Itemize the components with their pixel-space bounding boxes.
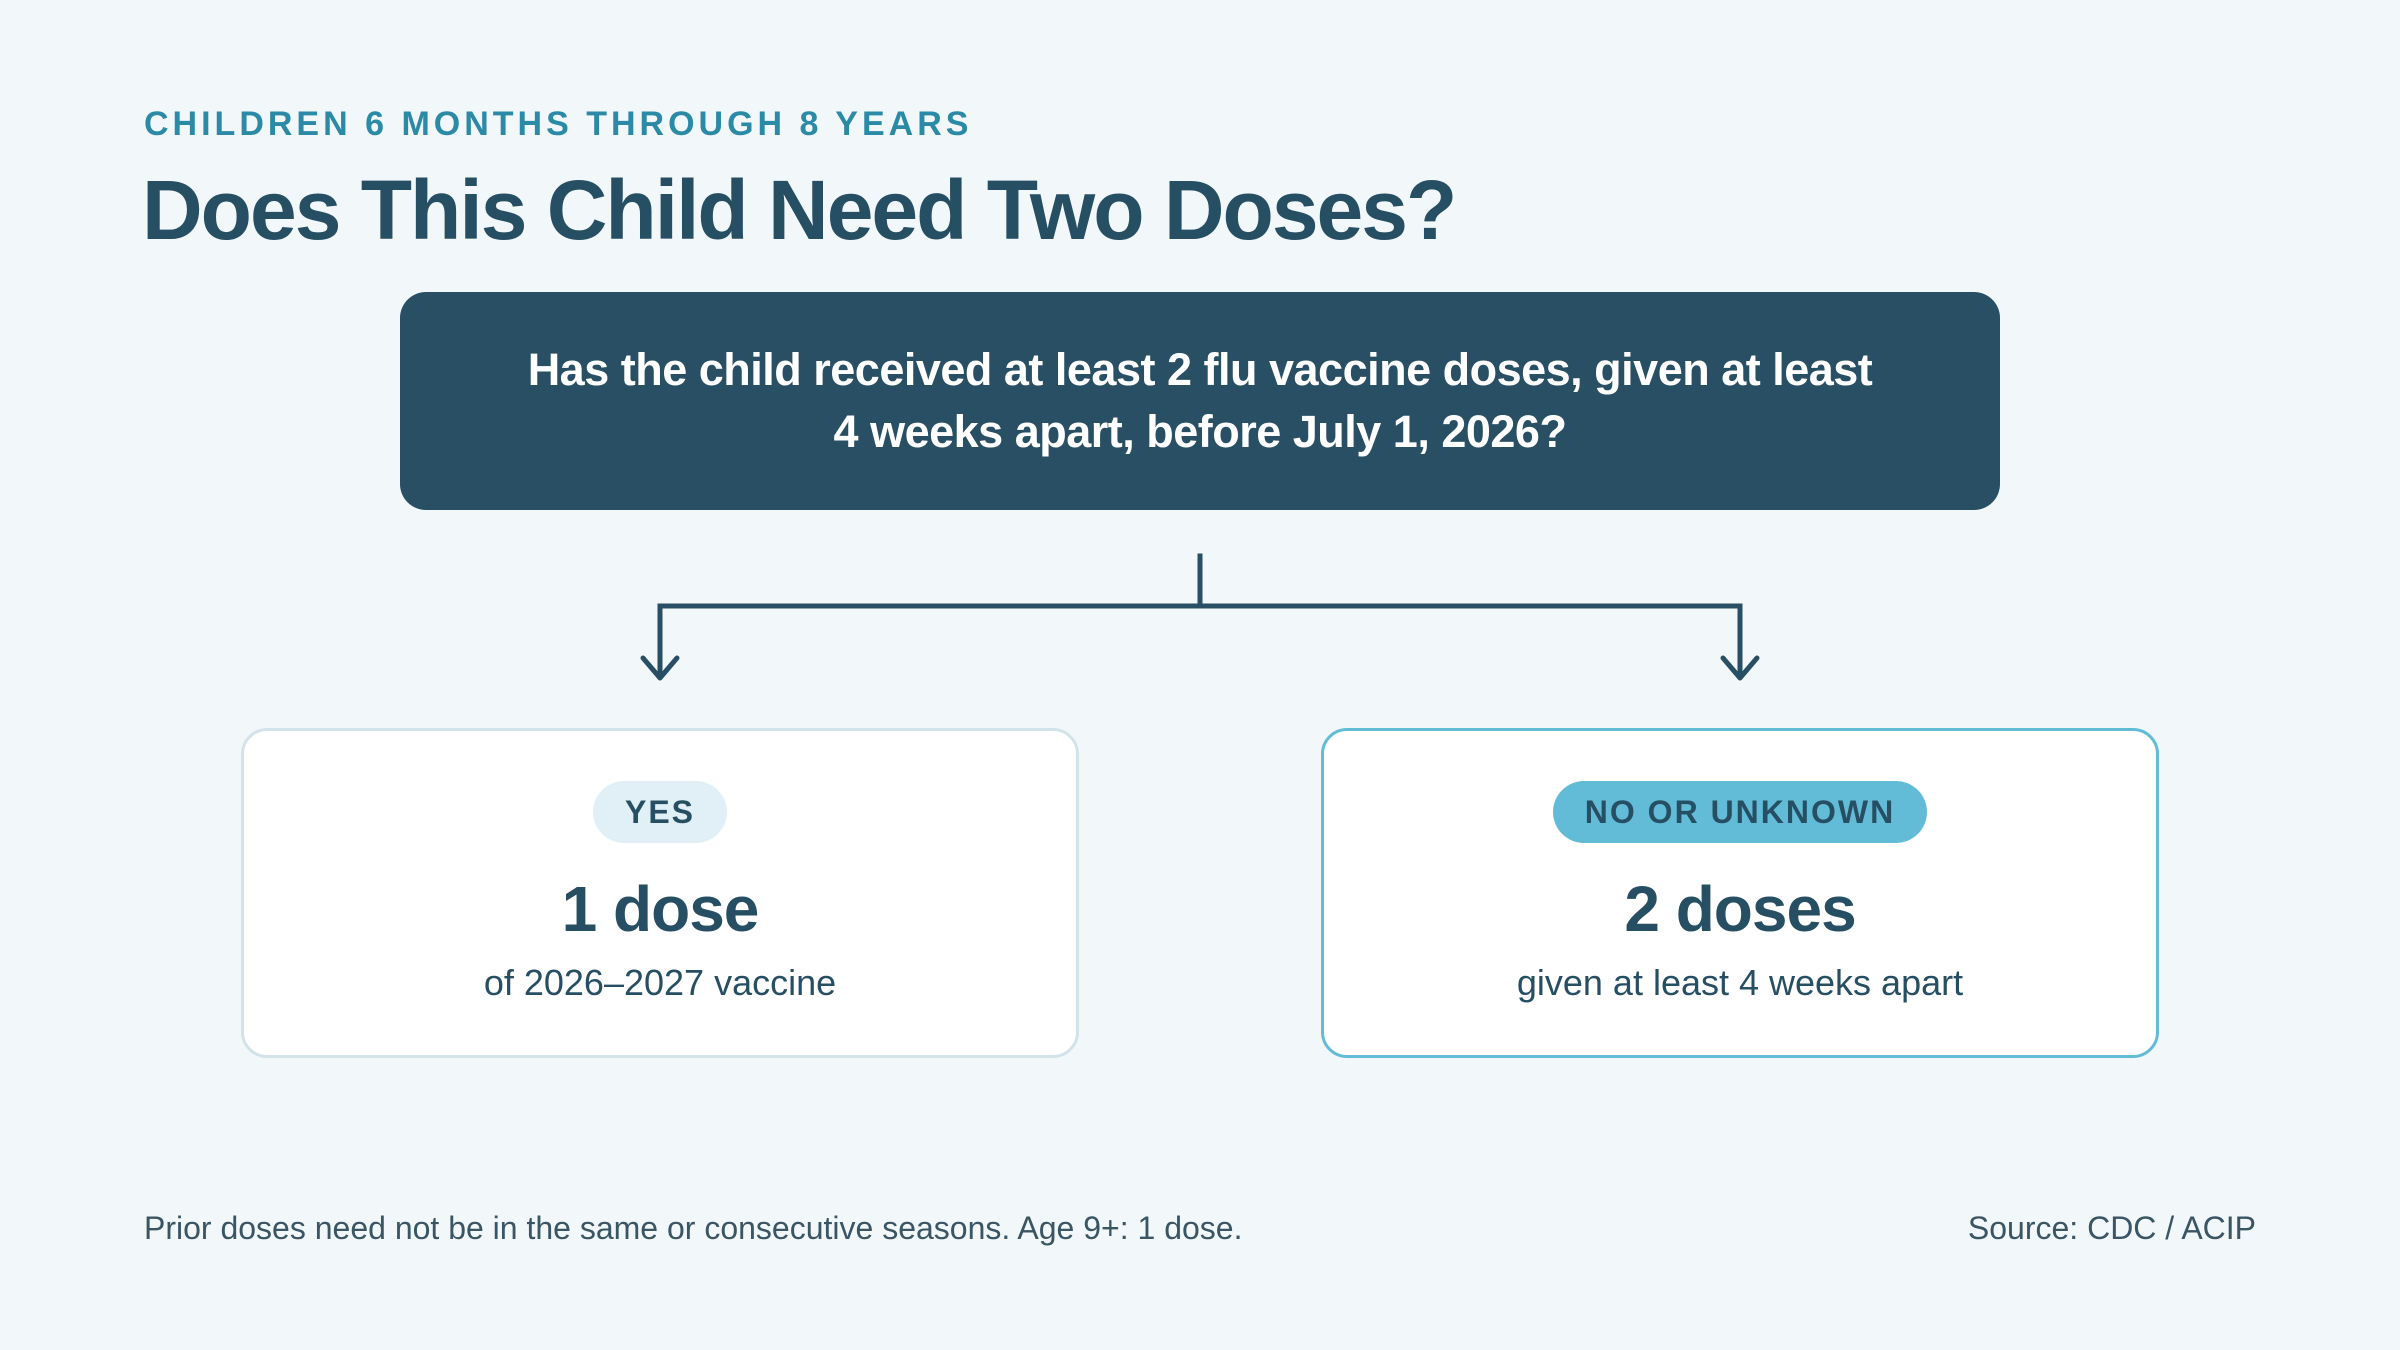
source-credit: Source: CDC / ACIP bbox=[1967, 1210, 2256, 1246]
eyebrow-label: CHILDREN 6 MONTHS THROUGH 8 YEARS bbox=[144, 105, 973, 143]
outcome-card-no: NO OR UNKNOWN 2 doses given at least 4 w… bbox=[1321, 728, 2159, 1058]
no-dose-count: 2 doses bbox=[1624, 873, 1856, 945]
page-title: Does This Child Need Two Doses? bbox=[142, 163, 1457, 257]
no-dose-detail: given at least 4 weeks apart bbox=[1516, 962, 1964, 1003]
outcome-card-yes: YES 1 dose of 2026–2027 vaccine bbox=[241, 728, 1079, 1058]
yes-badge: YES bbox=[592, 781, 728, 843]
footnote: Prior doses need not be in the same or c… bbox=[144, 1210, 1243, 1246]
arrow-down-icon bbox=[640, 655, 680, 681]
yes-dose-detail: of 2026–2027 vaccine bbox=[483, 962, 837, 1003]
yes-dose-count: 1 dose bbox=[561, 873, 760, 945]
question-text: Has the child received at least 2 flu va… bbox=[527, 344, 1873, 457]
arrow-down-icon bbox=[1720, 655, 1760, 681]
no-badge: NO OR UNKNOWN bbox=[1552, 781, 1928, 843]
question-box: Has the child received at least 2 flu va… bbox=[400, 292, 2000, 510]
